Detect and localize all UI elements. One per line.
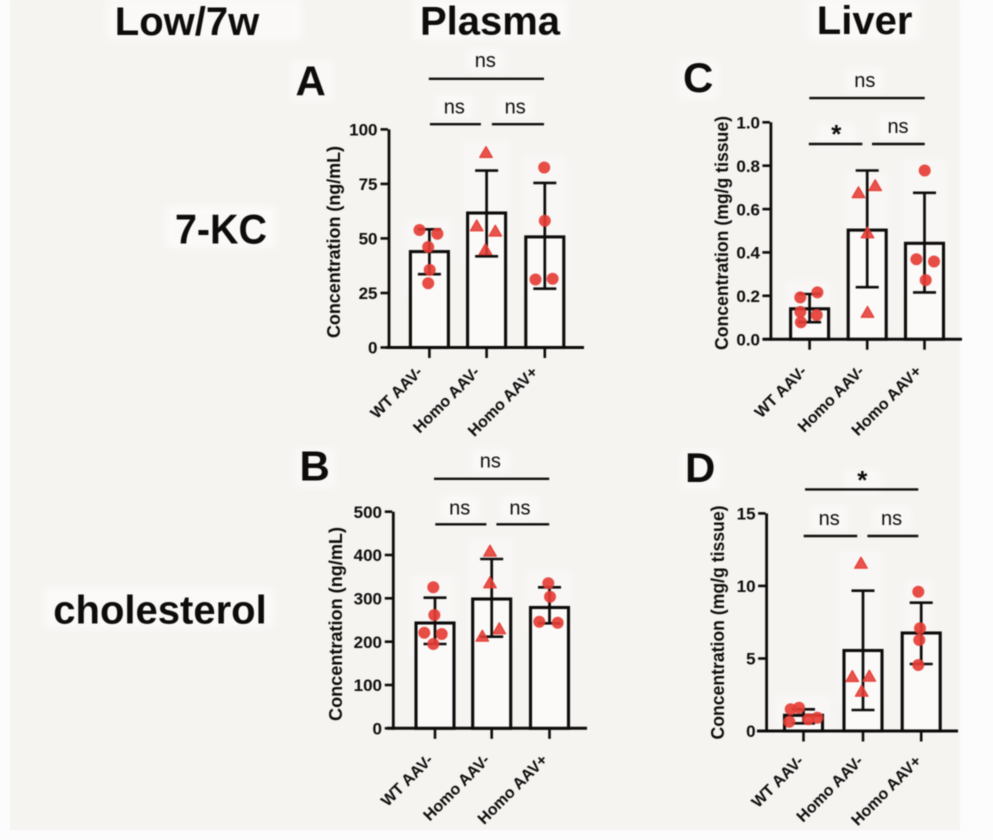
svg-text:0.0: 0.0	[736, 330, 760, 349]
svg-text:7-KC: 7-KC	[175, 206, 267, 253]
svg-text:75: 75	[359, 175, 378, 194]
svg-text:0.4: 0.4	[736, 244, 760, 263]
svg-text:Concentration (mg/g tissue): Concentration (mg/g tissue)	[712, 116, 732, 350]
svg-text:0.8: 0.8	[736, 157, 760, 176]
svg-text:Concentration (ng/mL): Concentration (ng/mL)	[326, 527, 346, 721]
svg-text:Liver: Liver	[817, 0, 913, 43]
svg-text:100: 100	[354, 676, 382, 695]
svg-text:0: 0	[373, 720, 382, 739]
svg-text:15: 15	[737, 505, 756, 524]
svg-text:ns: ns	[480, 451, 501, 473]
svg-text:25: 25	[359, 284, 378, 303]
svg-text:ns: ns	[505, 97, 526, 119]
svg-text:C: C	[683, 54, 713, 101]
svg-text:*: *	[831, 119, 842, 149]
svg-text:0: 0	[368, 339, 377, 358]
svg-text:Plasma: Plasma	[420, 0, 561, 44]
svg-text:0.6: 0.6	[736, 200, 760, 219]
svg-text:0.2: 0.2	[736, 287, 760, 306]
svg-text:5: 5	[746, 650, 755, 669]
svg-text:A: A	[296, 58, 326, 105]
svg-text:ns: ns	[881, 508, 902, 530]
svg-text:ns: ns	[509, 498, 530, 520]
svg-text:10: 10	[737, 577, 756, 596]
svg-text:D: D	[685, 444, 715, 491]
svg-text:cholesterol: cholesterol	[53, 588, 266, 632]
svg-text:*: *	[857, 465, 868, 495]
svg-text:200: 200	[354, 633, 382, 652]
svg-text:ns: ns	[475, 50, 496, 72]
svg-text:B: B	[300, 442, 330, 489]
svg-text:0: 0	[746, 722, 755, 741]
svg-text:ns: ns	[854, 70, 875, 92]
svg-text:1.0: 1.0	[736, 114, 760, 133]
svg-text:ns: ns	[887, 116, 908, 138]
svg-text:Concentration (ng/mL): Concentration (ng/mL)	[324, 146, 344, 338]
svg-text:ns: ns	[819, 508, 840, 530]
svg-text:500: 500	[354, 503, 382, 522]
svg-text:Low/7w: Low/7w	[115, 0, 260, 44]
svg-text:100: 100	[349, 121, 377, 140]
svg-text:ns: ns	[449, 498, 470, 520]
svg-text:400: 400	[354, 546, 382, 565]
svg-text:50: 50	[359, 230, 378, 249]
svg-text:ns: ns	[444, 97, 465, 119]
svg-text:Concentration (mg/g tissue): Concentration (mg/g tissue)	[708, 506, 728, 740]
svg-text:300: 300	[354, 590, 382, 609]
